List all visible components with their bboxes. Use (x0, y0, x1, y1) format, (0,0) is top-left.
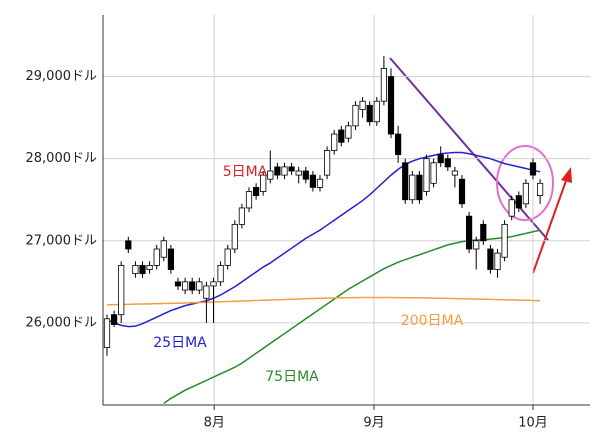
candle-body (302, 170, 309, 180)
candle-body (174, 281, 182, 287)
series-label: 200日MA (401, 313, 464, 329)
candle-body (125, 240, 132, 250)
ma-line (106, 296, 541, 306)
candle-body (118, 265, 125, 316)
candle-body (323, 150, 331, 176)
candle-body (465, 215, 473, 250)
candle-body (210, 281, 217, 287)
candle-body (139, 265, 146, 275)
candle-body (153, 248, 160, 266)
y-tick-label: 27,000ドル (26, 233, 98, 248)
candle-body (260, 174, 267, 192)
trend-line (389, 57, 549, 241)
x-tick-label: 10月 (518, 416, 548, 431)
series-label: 75日MA (265, 369, 319, 385)
highlight-circle (496, 145, 554, 221)
candle-body (366, 104, 373, 123)
candle-body (288, 166, 295, 172)
candle-body (238, 207, 245, 225)
candle-body (402, 162, 409, 201)
candle-body (416, 174, 423, 201)
candle-body (331, 133, 338, 151)
x-tick-label: 9月 (363, 416, 384, 431)
candle-body (501, 223, 508, 258)
y-tick-label: 28,000ドル (26, 151, 98, 166)
candle-body (423, 158, 430, 192)
candle-body (231, 223, 238, 250)
candle-body (146, 265, 153, 270)
candle-body (515, 195, 522, 209)
candle-body (537, 182, 544, 197)
ma-line (163, 229, 541, 404)
candle-body (338, 129, 345, 143)
candle-body (451, 170, 459, 176)
candle-body (458, 178, 466, 205)
candle-body (167, 248, 174, 270)
candle-body (160, 240, 167, 258)
candle-body (473, 240, 480, 250)
candle-body (203, 285, 210, 299)
arrow-head (561, 167, 572, 183)
candle-body (295, 170, 302, 176)
candle-body (274, 166, 281, 176)
candle-body (480, 223, 487, 242)
series-label: 25日MA (153, 335, 207, 351)
y-tick-label: 26,000ドル (26, 315, 98, 330)
candle-body (444, 158, 451, 168)
candle-body (409, 174, 416, 201)
x-tick-label: 8月 (204, 416, 225, 431)
candle-body (529, 162, 537, 176)
candle-body (345, 125, 352, 139)
candle-body (252, 187, 260, 197)
candle-body (352, 104, 359, 127)
annotation: 5日MA (223, 164, 268, 180)
candle-body (309, 174, 317, 188)
y-tick-label: 29,000ドル (26, 69, 98, 84)
candle-body (267, 170, 274, 180)
candle-body (494, 252, 501, 270)
candle-body (245, 191, 253, 209)
candle-body (196, 281, 203, 291)
candle-body (359, 100, 366, 110)
candle-body (281, 166, 288, 176)
candle-body (181, 281, 189, 291)
candle-body (394, 133, 402, 155)
arrow (532, 177, 568, 274)
candle-body (487, 248, 494, 270)
candle-body (508, 199, 515, 217)
candle-body (373, 100, 380, 123)
ma-line (106, 151, 541, 328)
candle-body (103, 318, 111, 348)
candle-body (217, 265, 224, 283)
candle-body (111, 314, 118, 325)
candle-body (430, 162, 437, 184)
candle-body (316, 178, 324, 188)
candle-body (224, 248, 231, 266)
candle-body (437, 154, 444, 164)
candle-body (522, 182, 530, 205)
candle-body (189, 281, 196, 291)
candle-body (380, 67, 388, 102)
candle-body (132, 265, 139, 275)
candle-body (387, 76, 395, 135)
